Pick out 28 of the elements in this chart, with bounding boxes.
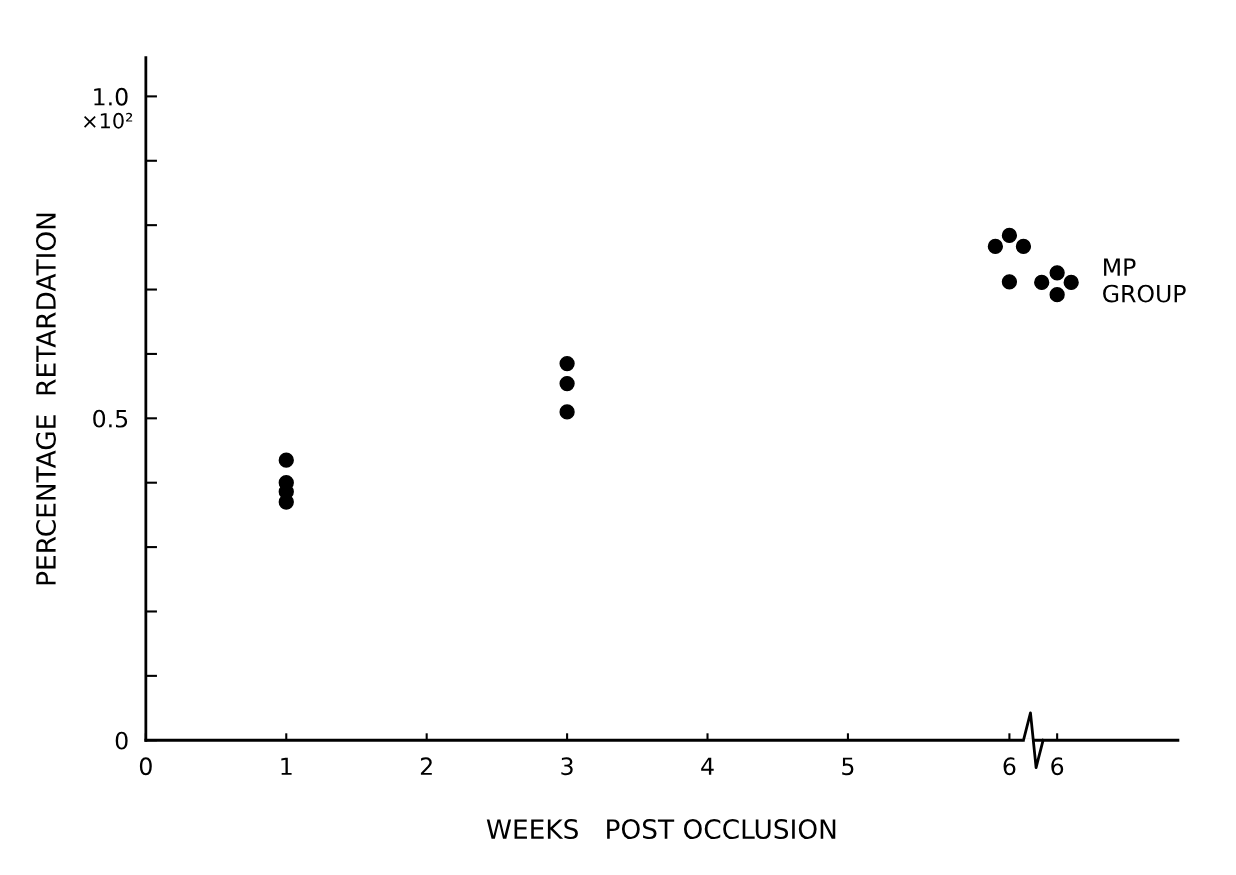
point [278, 494, 294, 510]
point [559, 404, 575, 420]
point [1001, 274, 1018, 290]
x-tick-label: 6 [1003, 757, 1016, 776]
x-tick-label: 6 [1051, 757, 1064, 776]
y-tick-label: 1.0 [94, 87, 128, 106]
point [1034, 274, 1050, 291]
y-axis-title: PERCENTAGE RETARDATION [36, 213, 56, 585]
point [1049, 287, 1065, 303]
x-tick-label: 1 [281, 757, 292, 775]
x-tick-label: 0 [139, 757, 152, 776]
text: ×10² [84, 112, 133, 129]
x-tick-label: 5 [842, 757, 854, 776]
point [987, 238, 1004, 255]
x-axis-title: WEEKS POST OCCLUSION [486, 819, 836, 840]
point [1049, 265, 1065, 281]
x-tick-label: 2 [420, 757, 432, 775]
point [1015, 238, 1032, 255]
point [1063, 274, 1079, 291]
x-tick-label: 4 [701, 757, 714, 775]
y-tick-label: 0.5 [93, 409, 128, 428]
annotation: MP GROUP [1103, 258, 1186, 303]
x-tick-label: 3 [561, 757, 573, 776]
point [278, 452, 294, 468]
y-tick-label: 0 [115, 731, 128, 750]
point [1001, 227, 1018, 244]
point [559, 375, 575, 392]
point [559, 355, 575, 372]
